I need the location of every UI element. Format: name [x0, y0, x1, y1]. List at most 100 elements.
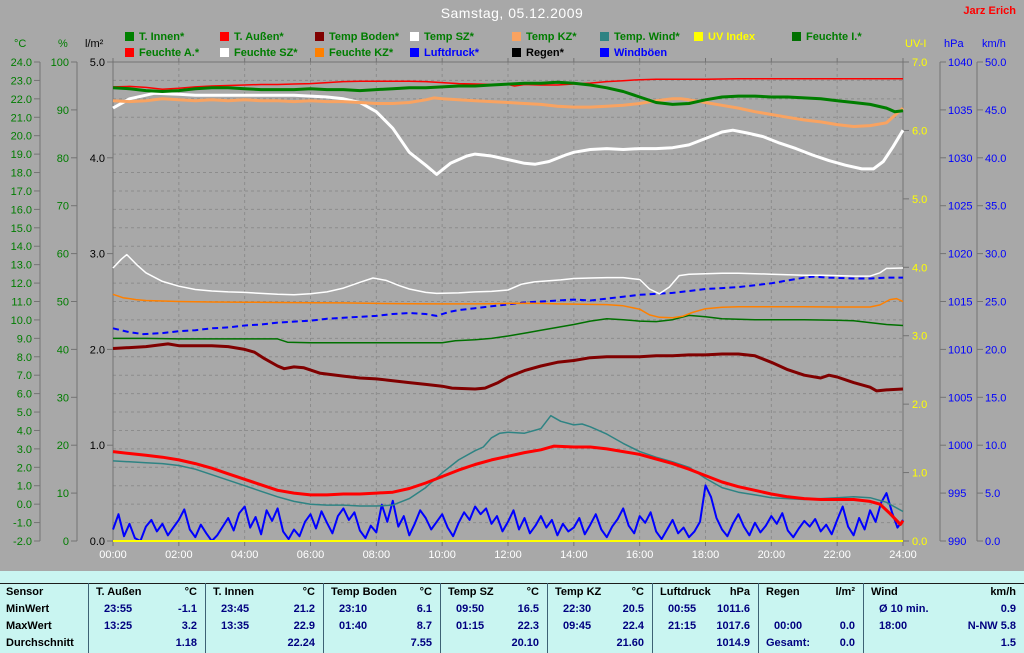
y-axis-label: 0.0: [985, 536, 1000, 548]
y-axis-label: 0.0: [17, 499, 32, 511]
y-axis-label: 16.0: [11, 204, 32, 216]
legend-label: Temp SZ*: [424, 31, 474, 43]
legend-swatch-icon: [125, 48, 134, 57]
axis-unit-celsius: °C: [14, 38, 27, 50]
table-col-name: Temp Boden: [331, 586, 397, 598]
table-min-value: 16.5: [517, 603, 539, 615]
y-axis-label: 995: [948, 488, 966, 500]
y-axis-label: 1.0: [90, 440, 105, 452]
y-axis-label: 80: [57, 153, 69, 165]
y-axis-label: 5.0: [985, 488, 1000, 500]
x-axis-label: 24:00: [889, 549, 917, 561]
series-feuchte-sz: [112, 253, 904, 296]
table-separator: [758, 583, 759, 653]
table-separator: [88, 583, 89, 653]
y-axis-label: 990: [948, 536, 966, 548]
table-min-value: 6.1: [416, 603, 432, 615]
x-axis-label: 04:00: [231, 549, 259, 561]
legend-swatch-icon: [125, 32, 134, 41]
legend-label: Feuchte SZ*: [234, 47, 298, 59]
y-axis-label: 10.0: [985, 440, 1006, 452]
legend-item: T. Innen*: [125, 31, 184, 43]
axis-unit-kmh: km/h: [982, 38, 1006, 50]
table-max-time: 18:00: [879, 620, 908, 632]
y-axis-label: 1015: [948, 297, 972, 309]
y-axis-label: 90: [57, 105, 69, 117]
y-axis-label: 25.0: [985, 297, 1006, 309]
legend-swatch-icon: [512, 32, 521, 41]
x-axis-label: 22:00: [823, 549, 851, 561]
legend-swatch-icon: [512, 48, 521, 57]
table-separator: [547, 583, 548, 653]
series-temp-sz: [112, 91, 905, 176]
y-axis-label: 1000: [948, 440, 972, 452]
table-min-time: 22:30: [563, 603, 592, 615]
series-feuchte-i: [113, 314, 904, 344]
table-min-value: 1011.6: [716, 603, 750, 615]
table-min-value: -1.1: [178, 603, 197, 615]
y-axis-label: 11.0: [11, 297, 32, 309]
table-row-header: MaxWert: [6, 620, 52, 632]
y-axis-label: 17.0: [11, 186, 32, 198]
axis-unit-lm2: l/m²: [85, 38, 104, 50]
y-axis-label: 40: [57, 344, 69, 356]
y-axis-label: 4.0: [17, 425, 32, 437]
y-axis-label: 3.0: [912, 331, 927, 343]
y-axis-label: 10: [57, 488, 69, 500]
chart-legend: T. Innen* T. Außen* Temp Boden* Temp SZ* Tem…: [0, 0, 1024, 60]
legend-item: Temp KZ*: [512, 31, 577, 43]
table-min-value: 21.2: [293, 603, 315, 615]
table-max-value: 8.7: [416, 620, 432, 632]
legend-swatch-icon: [600, 32, 609, 41]
y-axis-label: 14.0: [11, 241, 32, 253]
table-row-header: MinWert: [6, 603, 50, 615]
legend-item: Temp Boden*: [315, 31, 399, 43]
y-axis-label: -1.0: [13, 518, 32, 530]
y-axis-label: 12.0: [11, 278, 32, 290]
legend-swatch-icon: [792, 32, 801, 41]
table-min-time: 09:50: [456, 603, 485, 615]
table-separator: [440, 583, 441, 653]
legend-swatch-icon: [315, 48, 324, 57]
table-col-unit: °C: [631, 586, 644, 598]
y-axis-label: -2.0: [13, 536, 32, 548]
table-col-unit: °C: [184, 586, 197, 598]
table-min-time: Ø 10 min.: [879, 603, 929, 615]
legend-item: Feuchte A.*: [125, 47, 199, 59]
y-axis-label: 1025: [948, 201, 972, 213]
y-axis-label: 5.0: [90, 57, 105, 69]
table-separator: [652, 583, 653, 653]
legend-label: UV Index: [708, 31, 756, 43]
y-axis-label: 30: [57, 392, 69, 404]
series-t-innen: [112, 80, 904, 114]
legend-item: Regen*: [512, 47, 564, 59]
y-axis-label: 3.0: [90, 249, 105, 261]
series-luftdruck: [112, 275, 903, 336]
x-axis-label: 06:00: [297, 549, 325, 561]
table-max-time: 13:25: [104, 620, 133, 632]
y-axis-label: 13.0: [11, 260, 32, 272]
table-max-time: 01:40: [339, 620, 368, 632]
table-col-unit: °C: [302, 586, 315, 598]
table-avg-value: 20.10: [511, 637, 539, 649]
y-axis-label: 4.0: [90, 153, 105, 165]
table-min-time: 23:45: [221, 603, 250, 615]
table-max-time: 13:35: [221, 620, 250, 632]
y-axis-label: 60: [57, 249, 69, 261]
y-axis-label: 1030: [948, 153, 972, 165]
legend-item: T. Außen*: [220, 31, 284, 43]
series-feuchte-a: [112, 78, 903, 91]
y-axis-label: 0.0: [912, 536, 927, 548]
legend-item: UV Index: [694, 31, 756, 43]
axis-unit-percent: %: [58, 38, 68, 50]
y-axis-label: 50.0: [985, 57, 1006, 69]
y-axis-label: 3.0: [17, 444, 32, 456]
x-axis-label: 10:00: [428, 549, 456, 561]
x-axis-label: 08:00: [363, 549, 391, 561]
table-corner-label: Sensor: [6, 586, 44, 598]
y-axis-label: 7.0: [912, 57, 927, 69]
table-min-value: 20.5: [622, 603, 644, 615]
legend-swatch-icon: [410, 32, 419, 41]
y-axis-label: 1035: [948, 105, 972, 117]
